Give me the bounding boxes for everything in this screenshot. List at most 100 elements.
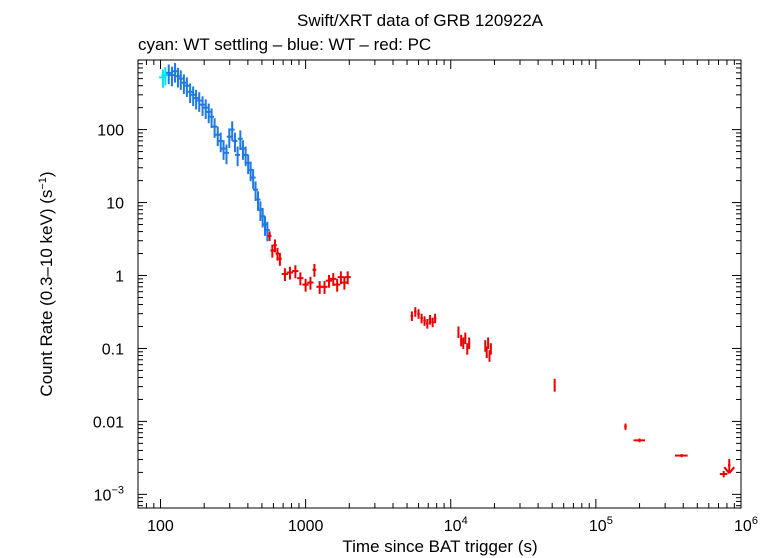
data-point bbox=[325, 274, 333, 288]
data-point bbox=[264, 221, 270, 242]
data-point bbox=[333, 278, 341, 292]
data-point bbox=[460, 334, 463, 347]
data-point bbox=[286, 266, 294, 280]
y-tick-label: 10 bbox=[106, 196, 124, 213]
data-point bbox=[292, 265, 299, 279]
data-point bbox=[417, 309, 420, 319]
data-point bbox=[178, 70, 184, 90]
x-axis-tick-labels: 100 1000 104 105 106 bbox=[147, 515, 758, 535]
data-point bbox=[206, 103, 212, 124]
data-point bbox=[196, 92, 202, 112]
data-point bbox=[727, 459, 731, 474]
data-point bbox=[297, 272, 304, 286]
data-point bbox=[466, 343, 469, 355]
chart-title: Swift/XRT data of GRB 120922A bbox=[297, 11, 544, 30]
chart-subtitle: cyan: WT settling – blue: WT – red: PC bbox=[138, 35, 431, 54]
data-point bbox=[169, 66, 175, 87]
series-wt bbox=[166, 62, 270, 242]
data-point bbox=[433, 313, 437, 324]
data-point bbox=[223, 144, 229, 165]
y-tick-label: 0.1 bbox=[102, 341, 124, 358]
plot-frame bbox=[137, 59, 742, 509]
data-point bbox=[341, 276, 348, 290]
data-point bbox=[553, 378, 556, 392]
data-point bbox=[273, 239, 277, 253]
y-tick-label: 0.01 bbox=[93, 414, 124, 431]
data-point bbox=[337, 271, 344, 285]
data-point bbox=[190, 86, 196, 107]
data-point bbox=[250, 169, 256, 189]
data-point bbox=[275, 247, 280, 261]
data-point bbox=[237, 130, 243, 151]
y-axis-label: Count Rate (0.3–10 keV) (s−1) bbox=[37, 171, 56, 396]
data-point bbox=[218, 132, 224, 153]
series-layer bbox=[159, 62, 736, 478]
data-point bbox=[624, 423, 627, 430]
data-point bbox=[312, 263, 317, 277]
data-point bbox=[410, 311, 414, 321]
data-point bbox=[229, 121, 235, 141]
x-tick-label: 1000 bbox=[288, 518, 324, 535]
data-point bbox=[270, 244, 275, 258]
data-point bbox=[255, 191, 261, 211]
data-point bbox=[468, 337, 471, 349]
data-point bbox=[489, 343, 492, 355]
series-pc bbox=[267, 231, 731, 478]
data-point bbox=[203, 99, 209, 119]
data-point bbox=[420, 313, 423, 324]
data-point bbox=[172, 62, 178, 83]
data-point bbox=[226, 128, 232, 148]
series-wt-settling bbox=[159, 67, 170, 88]
data-point bbox=[184, 77, 190, 97]
upper-limit-arrow bbox=[723, 466, 736, 474]
data-point bbox=[487, 337, 490, 349]
data-point bbox=[414, 307, 417, 317]
data-point bbox=[485, 346, 488, 359]
data-point bbox=[212, 118, 218, 138]
x-tick-label: 100 bbox=[147, 518, 174, 535]
y-tick-label: 1 bbox=[115, 269, 124, 286]
data-point bbox=[431, 317, 434, 328]
data-point bbox=[232, 132, 238, 153]
data-point bbox=[187, 83, 193, 104]
data-point bbox=[277, 252, 282, 266]
y-axis-label-main: Count Rate (0.3–10 keV) (s bbox=[37, 190, 56, 397]
data-point bbox=[423, 316, 426, 326]
data-point bbox=[220, 140, 227, 160]
data-point bbox=[330, 273, 337, 286]
data-point bbox=[719, 470, 728, 478]
data-point bbox=[215, 126, 221, 147]
data-point bbox=[209, 108, 215, 129]
y-axis-label-exponent: −1 bbox=[37, 177, 49, 190]
y-tick-label: 10−3 bbox=[94, 484, 124, 504]
data-point bbox=[175, 67, 181, 88]
data-point bbox=[344, 271, 351, 285]
x-tick-label: 104 bbox=[444, 515, 468, 535]
data-point bbox=[464, 332, 467, 345]
x-tick-label: 106 bbox=[734, 515, 758, 535]
data-point bbox=[193, 89, 199, 110]
y-axis-tick-labels: 100 10 1 0.1 0.01 10−3 bbox=[93, 123, 124, 505]
data-point bbox=[307, 276, 314, 290]
x-axis-label: Time since BAT trigger (s) bbox=[342, 537, 537, 556]
data-point bbox=[281, 268, 288, 282]
data-point bbox=[457, 326, 460, 338]
data-point bbox=[252, 181, 259, 202]
data-point bbox=[302, 278, 309, 292]
data-point bbox=[462, 337, 465, 349]
x-tick-label: 105 bbox=[589, 515, 613, 535]
data-point bbox=[321, 281, 328, 294]
data-point bbox=[235, 146, 241, 167]
data-point bbox=[484, 340, 487, 352]
data-point bbox=[428, 314, 432, 325]
data-point bbox=[633, 438, 645, 443]
y-tick-label: 100 bbox=[97, 123, 124, 140]
plot-area bbox=[137, 59, 742, 509]
data-point bbox=[240, 140, 246, 160]
data-point bbox=[267, 231, 272, 241]
data-point bbox=[488, 350, 491, 362]
y-axis-label-end: ) bbox=[37, 171, 56, 177]
data-point bbox=[200, 96, 206, 116]
